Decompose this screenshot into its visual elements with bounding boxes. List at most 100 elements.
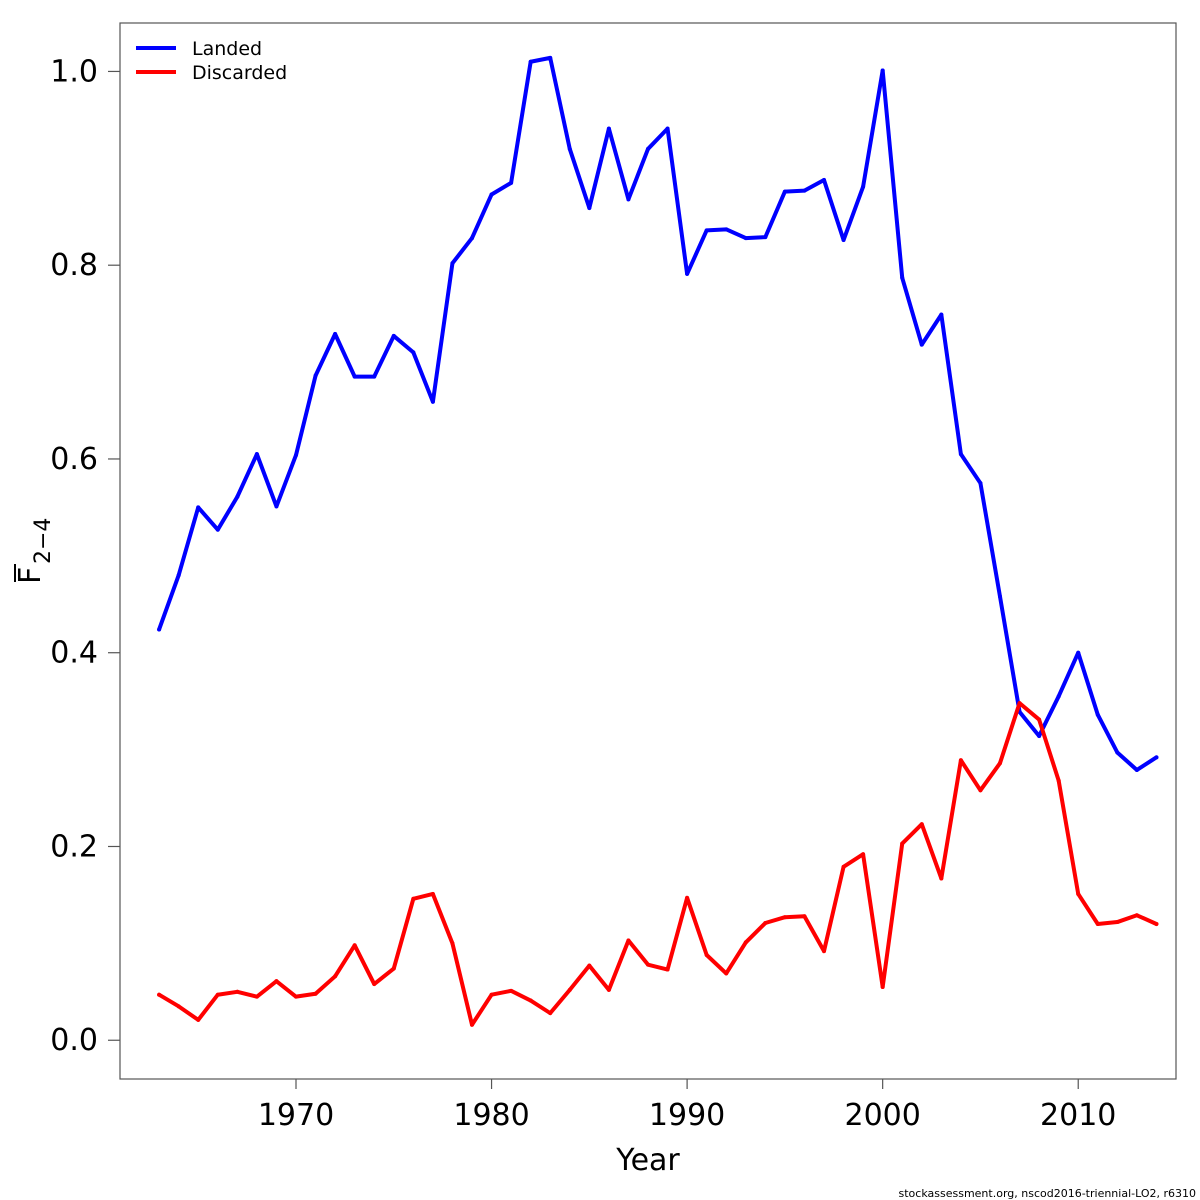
- point-discarded-2009: [1056, 778, 1061, 783]
- x-tick-label-1980: 1980: [453, 1098, 529, 1133]
- point-discarded-2013: [1134, 913, 1139, 918]
- point-landed-2002: [919, 342, 924, 347]
- point-landed-1993: [743, 236, 748, 241]
- point-discarded-1965: [196, 1017, 201, 1022]
- x-tick-label-2010: 2010: [1040, 1098, 1116, 1133]
- series-line-discarded: [157, 701, 1159, 1027]
- point-landed-1966: [215, 527, 220, 532]
- point-landed-1978: [450, 261, 455, 266]
- point-discarded-1972: [333, 974, 338, 979]
- point-landed-2012: [1115, 750, 1120, 755]
- point-discarded-1992: [724, 971, 729, 976]
- point-landed-1967: [235, 494, 240, 499]
- point-discarded-1985: [587, 963, 592, 968]
- point-landed-1977: [430, 399, 435, 404]
- point-landed-1999: [861, 184, 866, 189]
- point-landed-1989: [665, 126, 670, 131]
- y-axis-title-main: F: [13, 567, 48, 584]
- y-tick-label-4: 0.8: [50, 248, 98, 283]
- point-discarded-1970: [294, 994, 298, 999]
- point-discarded-1983: [548, 1011, 553, 1016]
- point-discarded-1990: [685, 895, 690, 900]
- point-landed-1964: [176, 573, 181, 578]
- point-landed-2010: [1076, 650, 1081, 655]
- y-tick-label-5: 1.0: [50, 54, 98, 89]
- point-landed-1963: [157, 627, 162, 632]
- point-discarded-1986: [606, 987, 611, 992]
- series-points-discarded: [157, 701, 1159, 1027]
- point-landed-1998: [841, 238, 846, 243]
- point-landed-1973: [352, 374, 357, 379]
- point-discarded-2008: [1037, 717, 1042, 722]
- point-discarded-1996: [802, 914, 807, 919]
- point-landed-1988: [646, 146, 650, 151]
- point-discarded-1967: [235, 989, 240, 994]
- point-landed-2001: [900, 275, 905, 280]
- x-axis-title: Year: [615, 1143, 680, 1178]
- series-line-landed: [157, 55, 1159, 772]
- point-landed-2013: [1134, 767, 1139, 772]
- x-tick-label-2000: 2000: [844, 1098, 920, 1133]
- point-discarded-2010: [1076, 891, 1081, 896]
- point-landed-1974: [372, 374, 377, 379]
- point-discarded-1976: [411, 896, 416, 901]
- point-discarded-1989: [665, 967, 670, 972]
- point-landed-1994: [763, 235, 768, 240]
- point-landed-1997: [822, 177, 826, 182]
- point-landed-1979: [470, 236, 474, 241]
- point-discarded-2003: [939, 876, 944, 881]
- point-landed-1976: [411, 350, 416, 355]
- point-discarded-2006: [998, 761, 1002, 766]
- point-discarded-1998: [841, 864, 846, 869]
- y-tick-label-0: 0.0: [50, 1023, 98, 1058]
- point-landed-1969: [274, 504, 279, 509]
- y-axis-title: F 2−4: [13, 518, 56, 584]
- point-discarded-1995: [782, 915, 787, 920]
- point-landed-1983: [548, 55, 553, 60]
- point-landed-1965: [196, 505, 201, 510]
- point-discarded-2004: [958, 758, 963, 763]
- point-discarded-1963: [157, 992, 162, 997]
- point-discarded-2001: [900, 841, 905, 846]
- point-discarded-1975: [391, 966, 396, 971]
- point-landed-2011: [1095, 712, 1100, 717]
- legend-label-landed: Landed: [192, 38, 262, 60]
- point-landed-1981: [509, 180, 514, 185]
- point-landed-1985: [587, 206, 592, 211]
- x-axis: 1970 1980 1990 2000 2010: [258, 1079, 1116, 1133]
- point-landed-2008: [1037, 734, 1042, 739]
- point-discarded-1993: [743, 940, 748, 945]
- point-landed-2009: [1056, 694, 1061, 699]
- point-discarded-1991: [704, 952, 709, 957]
- point-discarded-1969: [274, 979, 279, 984]
- point-landed-1975: [391, 333, 396, 338]
- point-landed-2006: [998, 594, 1002, 599]
- point-discarded-1977: [430, 891, 435, 896]
- point-landed-1971: [313, 373, 318, 378]
- point-landed-1990: [685, 271, 690, 276]
- y-tick-label-3: 0.6: [50, 442, 98, 477]
- point-landed-1984: [567, 146, 572, 151]
- point-landed-1987: [626, 197, 631, 202]
- point-landed-2005: [978, 481, 983, 486]
- point-landed-2003: [939, 312, 944, 317]
- point-discarded-1988: [646, 962, 650, 967]
- point-landed-2000: [880, 68, 885, 73]
- point-discarded-1968: [254, 994, 259, 999]
- y-tick-label-1: 0.2: [50, 829, 98, 864]
- point-discarded-2011: [1095, 921, 1100, 926]
- point-landed-1968: [254, 452, 259, 457]
- point-discarded-1964: [176, 1004, 181, 1009]
- series-layer: [157, 55, 1159, 1027]
- footer-credit: stockassessment.org, nscod2016-triennial…: [899, 1187, 1196, 1200]
- x-tick-label-1970: 1970: [258, 1098, 334, 1133]
- legend-label-discarded: Discarded: [192, 62, 287, 84]
- point-discarded-1984: [567, 987, 572, 992]
- point-landed-1970: [294, 453, 298, 458]
- point-landed-1972: [333, 331, 338, 336]
- point-discarded-1974: [372, 982, 377, 987]
- point-discarded-1997: [822, 949, 826, 954]
- point-discarded-1994: [763, 921, 768, 926]
- series-points-landed: [157, 55, 1159, 772]
